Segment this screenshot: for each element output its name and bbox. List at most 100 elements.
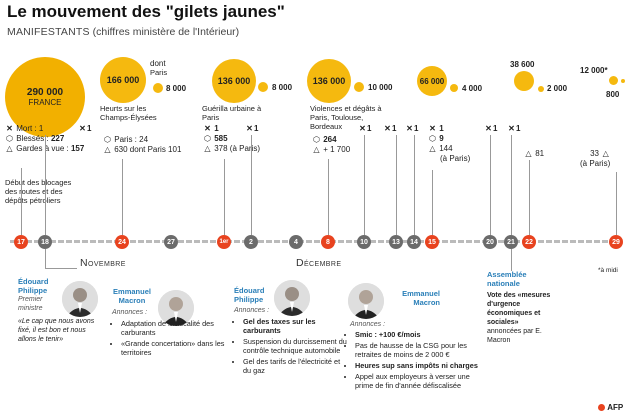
bubble-22-paris-dot (538, 86, 544, 92)
bubble-29-paris-value: 800 (606, 90, 620, 99)
stats-15-dead-c: 1 (516, 124, 521, 133)
bubble-17-label: FRANCE (28, 98, 62, 107)
connector-13 (396, 135, 397, 235)
triangle-icon: △ (602, 149, 609, 158)
stats-22-custody: 81 (535, 149, 545, 158)
stats-15-injured: 9 (439, 134, 444, 143)
month-november: Novembre (80, 257, 126, 269)
assemblee-title2: nationale (487, 279, 520, 288)
macron1-block: Emmanuel Macron Annonces : Adaptation de… (112, 287, 227, 359)
cross-icon: ✕ (485, 124, 492, 133)
philippe1-avatar (62, 281, 98, 317)
bubble-24-value: 166 000 (106, 75, 140, 85)
bubble-1-paris-dot (258, 82, 268, 92)
macron2-list: Smic : +100 €/mois Pas de hausse de la C… (346, 330, 485, 392)
macron1-first: Emmanuel (113, 287, 151, 296)
bubble-8: 136 000 (307, 59, 351, 103)
bubble-1-caption: Guérilla urbaine à Paris (202, 104, 262, 122)
hexagon-icon: ⬡ (204, 134, 211, 143)
stats-1-dead: 1 (214, 124, 219, 133)
stats-8-injured: 264 (323, 135, 337, 144)
stats-8-dead-c: 1 (414, 124, 419, 133)
page-title: Le mouvement des "gilets jaunes" (7, 2, 285, 21)
cross-icon: ✕ (384, 124, 391, 133)
bubble-22 (514, 71, 534, 91)
date-14: 14 (407, 235, 421, 249)
stats-22: △ 81 (524, 149, 544, 159)
bubble-24-dont: dont (150, 59, 166, 68)
stats-10: ✕1 (358, 124, 371, 134)
subtitle: MANIFESTANTS (chiffres ministère de l'In… (7, 26, 239, 38)
macron2-item: Heures sup sans impôts ni charges (355, 361, 485, 370)
macron1-announces: Annonces : (112, 309, 148, 316)
bubble-17-value: 290 000 (26, 87, 64, 98)
bubble-24-caption: Heurts sur les Champs-Élysées (100, 104, 157, 122)
assemblee-vote: Vote des «mesures d'urgence économiques … (487, 292, 551, 326)
bubble-15-paris-value: 4 000 (462, 84, 483, 93)
stats-17-dead: Mort : 1 (16, 124, 44, 133)
cross-icon: ✕ (406, 124, 413, 133)
macron2-avatar (348, 283, 384, 319)
bubble-8-paris-value: 10 000 (368, 83, 393, 92)
bubble-24-paris-value: 8 000 (166, 84, 187, 93)
philippe2-last: Philippe (234, 295, 264, 304)
macron2-first: Emmanuel (402, 289, 440, 298)
connector-14 (414, 135, 415, 235)
bubble-1-paris-value: 8 000 (272, 83, 293, 92)
stats-24-injured: Paris : 24 (114, 135, 149, 144)
bubble-15: 66 000 (417, 66, 447, 96)
philippe1-first: Édouard (18, 277, 49, 286)
connector-29 (616, 172, 617, 235)
philippe2-item: Gel des tarifs de l'électricité et du ga… (243, 357, 348, 375)
stats-1: ✕ 1 ⬡ 585 △ 378 (à Paris) (203, 124, 260, 154)
triangle-icon: △ (313, 145, 320, 154)
triangle-icon: △ (6, 144, 13, 153)
philippe1-quote: «Le cap que nous avons fixé, il est bon … (18, 318, 95, 343)
cross-icon: ✕ (359, 124, 366, 133)
footnote: *à midi (598, 267, 618, 274)
bubble-1-value: 136 000 (217, 76, 251, 86)
month-december: Décembre (296, 257, 342, 269)
philippe2-announces: Annonces : (234, 307, 270, 314)
connector-24 (122, 159, 123, 235)
afp-logo-icon (598, 404, 605, 412)
macron2-item: Pas de hausse de la CSG pour les retrait… (355, 341, 485, 359)
date-29: 29 (609, 235, 623, 249)
stats-15-dead: 1 (439, 124, 444, 133)
cross-icon: ✕ (429, 124, 436, 133)
philippe2-block: Édouard Philippe Annonces : Gel des taxe… (234, 286, 347, 377)
cross-icon: ✕ (204, 124, 211, 133)
philippe1-block: Édouard Philippe Premier ministre «Le ca… (18, 277, 108, 344)
macron2-item: Appel aux employeurs à verser une prime … (355, 372, 485, 390)
stats-17-injured-label: Blessés : (16, 134, 49, 143)
stats-15-custody-note: (à Paris) (440, 154, 471, 163)
connector-philippe1 (45, 249, 46, 269)
date-22: 22 (522, 235, 536, 249)
date-17: 17 (14, 235, 28, 249)
stats-1-custody: 378 (à Paris) (214, 144, 261, 153)
connector-10 (364, 135, 365, 235)
bubble-15-paris-dot (450, 84, 458, 92)
connector-8 (328, 159, 329, 235)
stats-17-custody: 157 (70, 144, 85, 153)
date-13: 13 (389, 235, 403, 249)
stats-17: ✕ Mort : 1 ⬡ Blessés : 227 △ Gardes à vu… (5, 124, 84, 154)
date-10: 10 (357, 235, 371, 249)
stats-1-injured: 585 (214, 134, 228, 143)
bubble-22-paris-value: 2 000 (547, 84, 568, 93)
connector-philippe1-h (45, 268, 77, 269)
stats-17-custody-label: Gardes à vue : (16, 144, 69, 153)
subtitle-main: MANIFESTANTS (7, 26, 90, 38)
stats-8-dead-b: 1 (392, 124, 397, 133)
cross-icon: ✕ (6, 124, 13, 133)
triangle-icon: △ (104, 145, 111, 154)
macron1-item: Adaptation de la fiscalité des carburant… (121, 319, 231, 337)
stats-8-dead-a: 1 (367, 124, 372, 133)
credit: AFP (598, 403, 623, 413)
hexagon-icon: ⬡ (104, 135, 111, 144)
assemblee-announced: annoncées par E. Macron (487, 328, 542, 344)
bubble-8-value: 136 000 (312, 76, 346, 86)
macron2-announces: Annonces : (350, 321, 386, 328)
philippe2-list: Gel des taxes sur les carburants Suspens… (234, 317, 348, 375)
connector-17 (21, 168, 22, 235)
